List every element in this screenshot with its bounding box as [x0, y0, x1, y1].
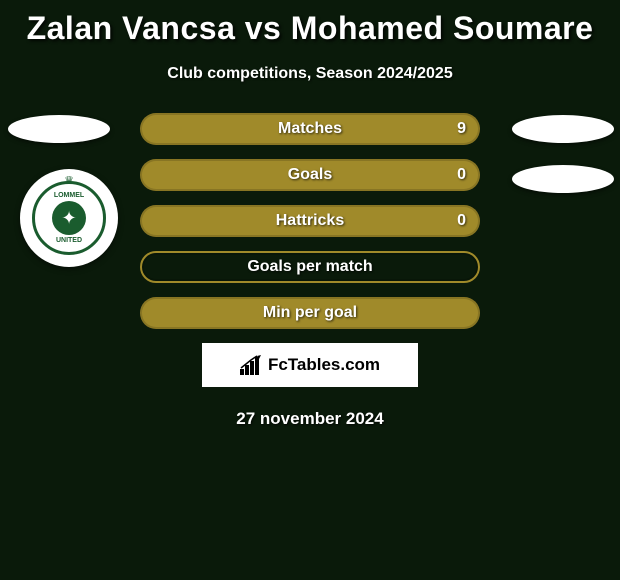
brand-box: FcTables.com [202, 343, 418, 387]
bar-chart-icon [240, 355, 262, 375]
stat-bar-min-per-goal: Min per goal [140, 297, 480, 329]
club-logo: ♛ LOMMEL ✦ UNITED [20, 169, 118, 267]
club-logo-bottom-text: UNITED [56, 237, 82, 244]
left-player-placeholder [8, 115, 110, 143]
stat-value: 0 [457, 166, 466, 184]
stat-label: Goals per match [247, 258, 372, 276]
stat-bar-hattricks: Hattricks 0 [140, 205, 480, 237]
stats-container: Matches 9 Goals 0 Hattricks 0 Goals per … [140, 113, 480, 329]
stat-bar-matches: Matches 9 [140, 113, 480, 145]
right-club-placeholder [512, 165, 614, 193]
wreath-icon: ✦ [61, 208, 76, 229]
crown-icon: ♛ [64, 174, 74, 187]
stat-bar-goals: Goals 0 [140, 159, 480, 191]
stat-label: Matches [278, 120, 342, 138]
stat-bar-goals-per-match: Goals per match [140, 251, 480, 283]
subtitle: Club competitions, Season 2024/2025 [0, 65, 620, 83]
stat-label: Hattricks [276, 212, 344, 230]
stat-label: Goals [288, 166, 332, 184]
main-content: ♛ LOMMEL ✦ UNITED Matches 9 Goals 0 Hatt… [0, 113, 620, 429]
club-logo-top-text: LOMMEL [54, 192, 84, 199]
brand-text: FcTables.com [268, 355, 380, 375]
date-text: 27 november 2024 [0, 409, 620, 429]
right-player-placeholder [512, 115, 614, 143]
club-logo-inner: ♛ LOMMEL ✦ UNITED [32, 181, 106, 255]
stat-value: 0 [457, 212, 466, 230]
page-title: Zalan Vancsa vs Mohamed Soumare [0, 0, 620, 47]
stat-label: Min per goal [263, 304, 357, 322]
stat-value: 9 [457, 120, 466, 138]
club-logo-center: ✦ [52, 201, 86, 235]
